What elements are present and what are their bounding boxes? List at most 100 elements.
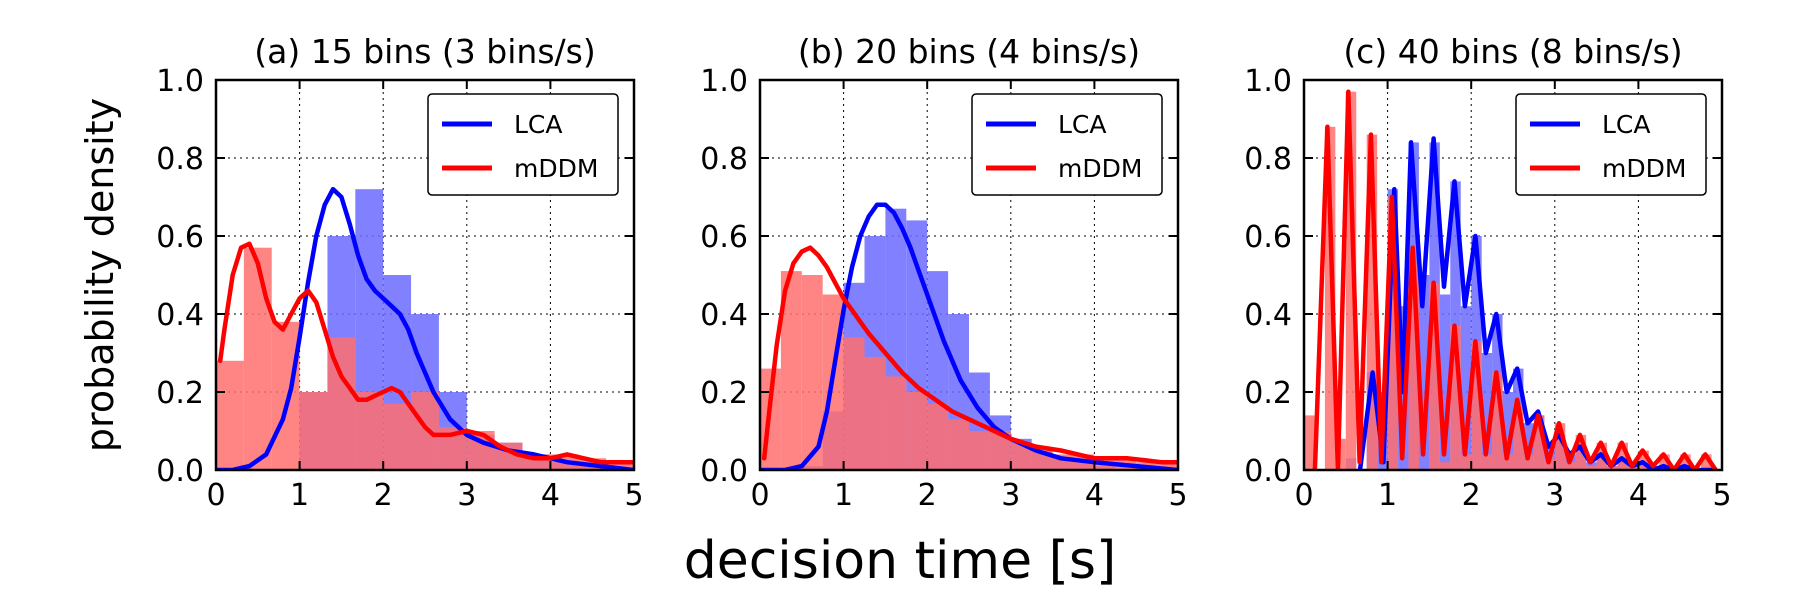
mddm-hist-bar-c [1701, 454, 1712, 470]
y-tick-label-c: 0.6 [1244, 220, 1292, 255]
axes-frame-c [1302, 78, 1724, 472]
y-tick-labels-b: 0.0 0.2 0.4 0.6 0.8 1.0 [700, 64, 748, 489]
x-tick-label-b: 4 [1085, 478, 1104, 513]
lca-hist-bar-c [1481, 353, 1493, 470]
mddm-hist-bar-b [843, 337, 865, 470]
x-tick-label-b: 5 [1168, 478, 1187, 513]
x-tick-label-a: 0 [206, 478, 225, 513]
y-tick-label-b: 0.6 [700, 220, 748, 255]
x-tick-label-c: 3 [1545, 478, 1564, 513]
mddm-hist-bar-c [1460, 454, 1472, 470]
y-tick-label-c: 0.0 [1244, 454, 1292, 489]
mddm-hist-bar-c [1345, 91, 1357, 470]
mddm-hist-bar-b [885, 376, 907, 470]
x-tick-labels-a: 0 1 2 3 4 5 [206, 478, 643, 513]
density-curves-c [1312, 89, 1718, 470]
mddm-hist-bar-b [948, 419, 969, 470]
panel-b: 0 1 2 3 4 5 0.0 0.2 0.4 0.6 0.8 1.0 (b) 20 bins (4… [700, 32, 1187, 513]
panel-title-c: (c) 40 bins (8 bins/s) [1343, 32, 1682, 71]
x-tick-label-b: 2 [918, 478, 937, 513]
mddm-hist-bar-b [864, 356, 886, 470]
lca-hist-bar-c [1439, 294, 1451, 470]
legend-label-mddm-c: mDDM [1602, 154, 1686, 183]
mddm-hist-bar-b [801, 275, 823, 470]
density-curves-b [760, 202, 1178, 470]
x-tick-label-c: 2 [1462, 478, 1481, 513]
ticks-b [759, 79, 1179, 471]
mddm-hist-bar-c [1439, 462, 1451, 470]
x-tick-label-a: 1 [290, 478, 309, 513]
y-tick-labels-c: 0.0 0.2 0.4 0.6 0.8 1.0 [1244, 64, 1292, 489]
mddm-hist-bar-c [1533, 415, 1545, 470]
y-tick-label-a: 0.6 [156, 220, 204, 255]
mddm-hist-bar-c [1408, 263, 1419, 470]
y-tick-label-c: 0.4 [1244, 298, 1292, 333]
legend-label-mddm-a: mDDM [514, 154, 598, 183]
y-tick-label-b: 0.8 [700, 142, 748, 177]
panel-c: 0 1 2 3 4 5 0.0 0.2 0.4 0.6 0.8 1.0 (c) 40 bins (8… [1244, 32, 1731, 513]
lca-hist-bar-c [1502, 392, 1513, 470]
y-tick-label-a: 0.8 [156, 142, 204, 177]
x-tick-label-c: 0 [1294, 478, 1313, 513]
mddm-hist-bar-c [1513, 403, 1524, 470]
legend-label-lca-a: LCA [514, 110, 563, 139]
x-tick-label-b: 1 [834, 478, 853, 513]
mddm-density-curve-a [217, 241, 634, 465]
mddm-hist-bar-a [411, 392, 439, 470]
x-tick-labels-c: 0 1 2 3 4 5 [1294, 478, 1731, 513]
mddm-histogram-c [1304, 91, 1712, 470]
mddm-density-curve-b [761, 245, 1178, 465]
mddm-hist-bar-c [1502, 454, 1513, 470]
x-tick-label-a: 5 [624, 478, 643, 513]
mddm-hist-bar-c [1492, 372, 1503, 470]
y-axis-label: probability density [78, 98, 122, 452]
y-tick-label-c: 0.8 [1244, 142, 1292, 177]
y-tick-label-a: 0.0 [156, 454, 204, 489]
y-tick-label-a: 1.0 [156, 64, 204, 99]
x-tick-label-c: 1 [1378, 478, 1397, 513]
legend-a: LCA mDDM [427, 93, 619, 196]
y-tick-label-c: 1.0 [1244, 64, 1292, 99]
x-tick-label-b: 3 [1001, 478, 1020, 513]
legend-label-mddm-b: mDDM [1058, 154, 1142, 183]
x-tick-label-b: 0 [750, 478, 769, 513]
mddm-hist-bar-a [216, 360, 244, 470]
y-tick-label-a: 0.2 [156, 376, 204, 411]
density-curves-a [216, 186, 634, 470]
mddm-hist-bar-c [1481, 454, 1493, 470]
lca-density-curve-c [1357, 136, 1718, 470]
mddm-hist-bar-c [1575, 434, 1587, 470]
lca-hist-bar-c [1418, 275, 1430, 470]
mddm-hist-bar-b [1010, 442, 1032, 470]
mddm-hist-bar-c [1304, 415, 1315, 470]
mddm-hist-bar-a [243, 247, 272, 470]
mddm-density-curve-c [1312, 89, 1718, 470]
mddm-hist-bar-b [969, 431, 990, 470]
x-tick-label-a: 3 [457, 478, 476, 513]
panel-a: 0 1 2 3 4 5 0.0 0.2 0.4 0.6 0.8 1.0 (a) 15 bins (3… [156, 32, 643, 513]
x-axis-label: decision time [s] [684, 531, 1117, 591]
mddm-hist-bar-c [1450, 325, 1461, 470]
mddm-hist-bar-a [355, 392, 384, 470]
x-tick-label-c: 5 [1712, 478, 1731, 513]
lca-density-curve-b [760, 202, 1178, 470]
x-tick-label-a: 4 [541, 478, 560, 513]
y-tick-labels-a: 0.0 0.2 0.4 0.6 0.8 1.0 [156, 64, 204, 489]
axes-frame-a [214, 78, 636, 472]
mddm-hist-bar-c [1659, 454, 1670, 470]
mddm-hist-bar-c [1586, 466, 1597, 470]
mddm-hist-bar-c [1680, 454, 1691, 470]
mddm-hist-bar-a [606, 462, 634, 470]
y-tick-label-b: 0.0 [700, 454, 748, 489]
lca-hist-bar-c [1460, 306, 1472, 470]
mddm-hist-bar-b [906, 392, 928, 470]
mddm-hist-bar-c [1554, 423, 1566, 470]
y-tick-label-b: 0.2 [700, 376, 748, 411]
ticks-c [1303, 79, 1723, 471]
mddm-hist-bar-b [989, 431, 1011, 470]
mddm-hist-bar-a [299, 392, 328, 470]
y-tick-label-a: 0.4 [156, 298, 204, 333]
mddm-hist-bar-a [383, 403, 412, 470]
mddm-hist-bar-c [1429, 282, 1440, 470]
y-tick-label-b: 1.0 [700, 64, 748, 99]
